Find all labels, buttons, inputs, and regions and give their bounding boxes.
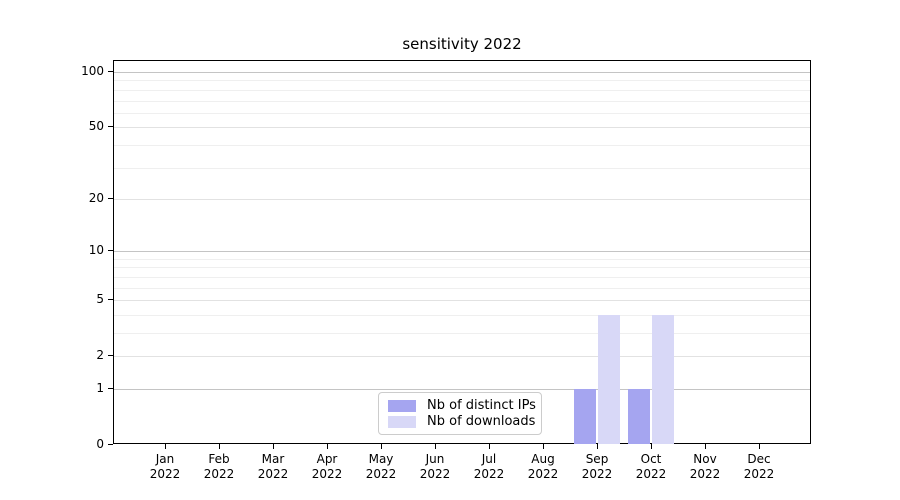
bar-distinct-ips-oct-2022 [628,389,650,444]
x-tick-aug-2022 [543,444,544,449]
x-tick-may-2022 [381,444,382,449]
gridline-80 [114,89,810,91]
gridline-30 [114,167,810,169]
legend-label-downloads: Nb of downloads [427,414,536,429]
y-tick-5 [108,299,113,301]
y-tick-label-2: 2 [96,348,104,363]
y-tick-label-50: 50 [88,119,104,134]
x-tick-label-aug-2022: Aug 2022 [527,452,559,481]
legend-item-downloads: Nb of downloads [388,414,536,429]
y-tick-20 [108,197,113,199]
x-tick-feb-2022 [219,444,220,449]
plot-area [113,60,811,444]
gridline-90 [114,80,810,82]
x-tick-oct-2022 [651,444,652,449]
gridline-10 [114,251,810,253]
y-tick-2 [108,355,113,357]
y-tick-1 [108,388,113,389]
x-tick-dec-2022 [759,444,760,449]
bar-distinct-ips-sep-2022 [574,389,596,444]
gridline-70 [114,100,810,102]
chart-title: sensitivity 2022 [402,35,522,53]
y-tick-label-1: 1 [96,381,104,395]
gridline-5 [114,300,810,302]
x-tick-label-oct-2022: Oct 2022 [635,452,667,481]
x-tick-label-jul-2022: Jul 2022 [473,452,505,481]
y-tick-label-5: 5 [96,292,104,307]
gridline-3 [114,333,810,334]
gridline-60 [114,112,810,114]
gridline-20 [114,198,810,200]
legend-swatch-downloads [388,415,416,428]
gridline-1 [114,389,810,390]
gridline-9 [114,258,810,260]
y-tick-label-10: 10 [88,243,104,258]
y-tick-100 [108,71,113,72]
x-tick-label-mar-2022: Mar 2022 [257,452,289,481]
legend-item-distinct-ips: Nb of distinct IPs [388,398,536,413]
gridline-4 [114,314,810,316]
gridline-50 [114,127,810,129]
bar-downloads-sep-2022 [598,314,620,444]
gridline-7 [114,276,810,278]
gridline-2 [114,356,810,358]
gridline-100 [114,72,810,73]
y-tick-label-0: 0 [96,437,104,451]
gridline-8 [114,267,810,269]
x-tick-label-jun-2022: Jun 2022 [419,452,451,481]
x-tick-mar-2022 [273,444,274,449]
y-tick-50 [108,126,113,128]
x-tick-jun-2022 [435,444,436,449]
y-tick-label-20: 20 [88,190,104,205]
legend: Nb of distinct IPs Nb of downloads [378,392,542,435]
y-tick-label-100: 100 [81,64,104,78]
x-tick-label-sep-2022: Sep 2022 [581,452,613,481]
x-tick-label-may-2022: May 2022 [365,452,397,481]
x-tick-sep-2022 [597,444,598,449]
x-tick-label-dec-2022: Dec 2022 [743,452,775,481]
x-tick-apr-2022 [327,444,328,449]
y-tick-10 [108,250,113,252]
legend-label-distinct-ips: Nb of distinct IPs [427,398,536,413]
legend-swatch-distinct-ips [388,399,416,412]
x-tick-label-jan-2022: Jan 2022 [149,452,181,481]
y-tick-0 [108,444,113,445]
x-tick-jul-2022 [489,444,490,449]
x-tick-label-nov-2022: Nov 2022 [689,452,721,481]
gridline-40 [114,144,810,146]
x-tick-label-apr-2022: Apr 2022 [311,452,343,481]
x-tick-nov-2022 [705,444,706,449]
x-tick-label-feb-2022: Feb 2022 [203,452,235,481]
bar-downloads-oct-2022 [652,314,674,444]
gridline-6 [114,287,810,289]
x-tick-jan-2022 [165,444,166,449]
